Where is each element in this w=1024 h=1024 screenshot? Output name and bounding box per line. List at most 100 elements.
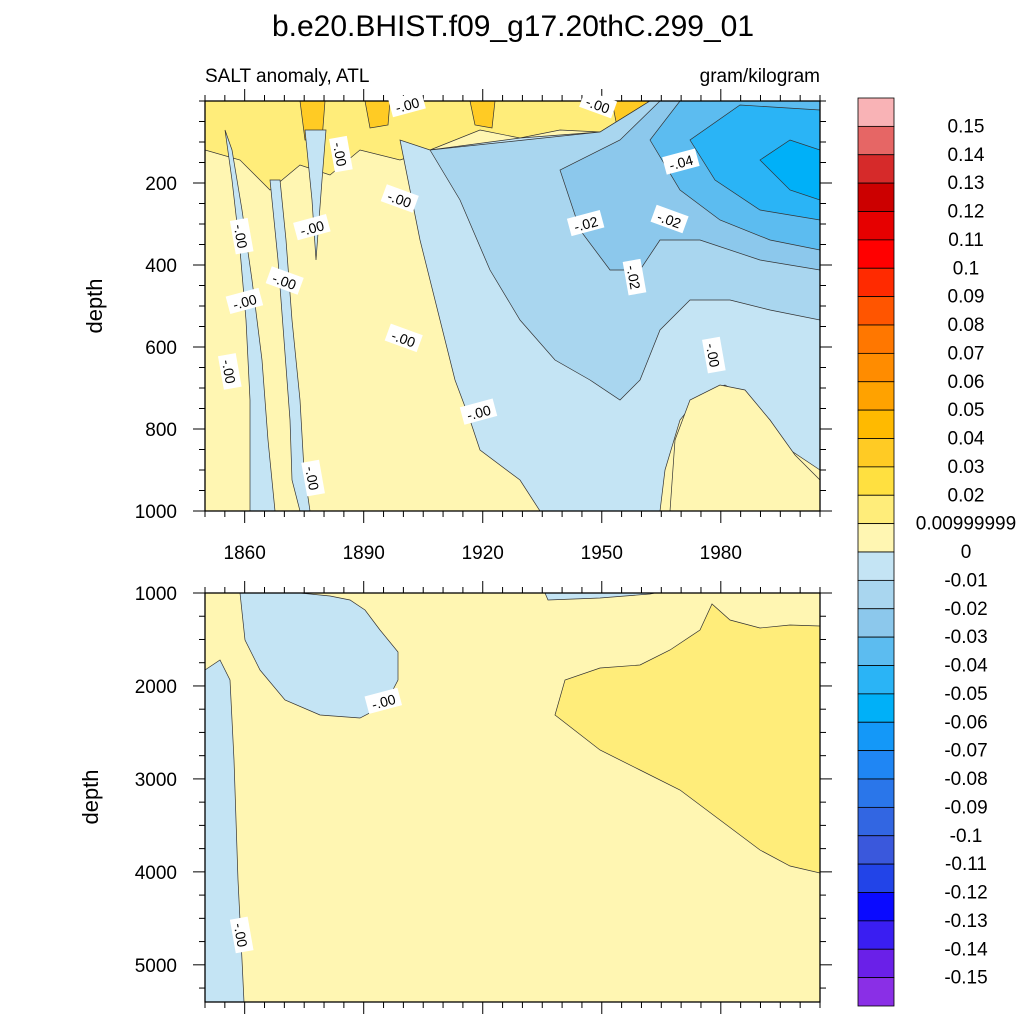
svg-text:-.00: -.00 bbox=[389, 327, 417, 350]
upper-positive-deep-right bbox=[669, 384, 820, 511]
colorbar-swatch bbox=[857, 409, 895, 439]
lower-panel: 1000 2000 3000 4000 5000 -.00 -.00 depth bbox=[78, 581, 832, 1014]
svg-text:-.02: -.02 bbox=[572, 213, 600, 235]
lower-plot-frame bbox=[204, 592, 821, 1003]
colorbar-swatch bbox=[857, 806, 895, 837]
lower-negative-top-sliver bbox=[544, 593, 656, 601]
upper-surface-hot-patch-4 bbox=[469, 101, 496, 129]
upper-y-tick-label: 400 bbox=[145, 256, 177, 277]
colorbar: 0.15 0.14 0.13 0.12 0.11 0.1 0.09 0.08 0.07 0.06 0… bbox=[857, 97, 1016, 1007]
lower-y-tick-label: 1000 bbox=[135, 584, 177, 605]
lower-y-tick-label: 5000 bbox=[135, 956, 177, 977]
colorbar-swatch bbox=[857, 892, 895, 922]
colorbar-swatch bbox=[857, 721, 895, 752]
colorbar-swatch bbox=[857, 778, 895, 808]
upper-x-tick-label: 1860 bbox=[224, 543, 266, 564]
colorbar-swatch bbox=[857, 551, 895, 581]
colorbar-swatch bbox=[857, 182, 895, 212]
upper-contour-label: -.02 bbox=[622, 258, 647, 296]
colorbar-label: -0.1 bbox=[950, 826, 983, 847]
colorbar-swatch bbox=[857, 438, 895, 468]
colorbar-swatch bbox=[857, 665, 895, 695]
colorbar-label: -0.14 bbox=[944, 939, 988, 960]
upper-contour-label: -.04 bbox=[662, 148, 700, 175]
svg-text:-.00: -.00 bbox=[330, 141, 350, 168]
upper-contour-label: -.02 bbox=[650, 204, 689, 234]
colorbar-label: -0.11 bbox=[945, 854, 987, 875]
colorbar-label: 0.03 bbox=[948, 457, 985, 478]
lower-y-tick-label: 3000 bbox=[135, 770, 177, 791]
upper-y-tick-label: 1000 bbox=[135, 502, 177, 523]
svg-text:-.02: -.02 bbox=[655, 208, 683, 231]
svg-text:-.00: -.00 bbox=[584, 93, 612, 116]
svg-text:-.00: -.00 bbox=[298, 217, 326, 239]
colorbar-swatch bbox=[857, 750, 895, 780]
colorbar-swatch bbox=[857, 608, 895, 638]
upper-axis-ticks: 1860 1890 1920 1950 1980 200 400 600 800 1000 bbox=[135, 89, 832, 564]
units-label: gram/kilogram bbox=[700, 66, 820, 87]
upper-contour-label: -.00 bbox=[329, 135, 353, 173]
svg-text:-.00: -.00 bbox=[465, 402, 493, 424]
upper-contour-label: -.00 bbox=[229, 217, 254, 255]
colorbar-swatch bbox=[857, 948, 895, 979]
upper-contour-label: -.00 bbox=[459, 398, 498, 425]
upper-surface-hot-patch-2 bbox=[364, 101, 391, 129]
lower-y-axis-label: depth bbox=[78, 769, 103, 824]
colorbar-label: 0.04 bbox=[948, 429, 985, 450]
colorbar-label: 0.08 bbox=[948, 315, 985, 336]
upper-contour-label: -.00 bbox=[301, 459, 325, 497]
colorbar-label: -0.02 bbox=[944, 599, 987, 620]
upper-x-tick-label: 1890 bbox=[343, 543, 385, 564]
colorbar-swatch bbox=[857, 324, 895, 354]
upper-contour-label: -.00 bbox=[384, 323, 423, 353]
upper-y-tick-label: 600 bbox=[145, 338, 177, 359]
colorbar-label: 0.05 bbox=[948, 400, 985, 421]
colorbar-label: -0.01 bbox=[944, 570, 987, 591]
colorbar-label: 0.1 bbox=[953, 258, 979, 279]
colorbar-swatch bbox=[857, 579, 895, 610]
svg-text:-.02: -.02 bbox=[624, 264, 644, 291]
lower-contour-labels: -.00 -.00 bbox=[229, 687, 403, 954]
svg-text:-.00: -.00 bbox=[385, 188, 413, 211]
colorbar-label: 0.15 bbox=[948, 116, 985, 137]
svg-text:-.00: -.00 bbox=[270, 270, 298, 293]
svg-text:-.00: -.00 bbox=[231, 291, 259, 313]
colorbar-label: -0.03 bbox=[944, 627, 987, 648]
colorbar-swatch bbox=[857, 154, 895, 184]
upper-contour-labels: -.00 -.00 -.00 -.00 -.00 -.00 -.00 -.00 -.00 -.00… bbox=[217, 89, 726, 497]
colorbar-label: 0.07 bbox=[948, 343, 985, 364]
colorbar-label: -0.04 bbox=[944, 656, 988, 677]
lower-y-tick-label: 4000 bbox=[135, 863, 177, 884]
svg-text:-.04: -.04 bbox=[667, 152, 695, 174]
colorbar-swatch bbox=[857, 977, 895, 1007]
svg-text:-.00: -.00 bbox=[231, 922, 251, 949]
upper-contour-label: -.00 bbox=[380, 184, 419, 213]
colorbar-swatch bbox=[857, 636, 895, 666]
colorbar-label: 0.02 bbox=[948, 485, 985, 506]
colorbar-label: -0.06 bbox=[944, 712, 987, 733]
colorbar-label: 0.06 bbox=[948, 372, 985, 393]
lower-contour-label: -.00 bbox=[364, 687, 403, 714]
upper-contour-label: -.00 bbox=[225, 287, 264, 315]
colorbar-label: 0.12 bbox=[948, 202, 985, 223]
colorbar-swatch bbox=[857, 466, 895, 496]
colorbar-label: -0.09 bbox=[944, 797, 987, 818]
colorbar-label: 0.00999999 bbox=[916, 514, 1016, 535]
colorbar-swatch bbox=[857, 494, 895, 525]
upper-panel: 1860 1890 1920 1950 1980 200 400 600 800 1000 -.0… bbox=[82, 89, 832, 564]
colorbar-swatch bbox=[857, 352, 895, 383]
upper-y-tick-label: 800 bbox=[145, 420, 177, 441]
upper-contour-label: -.00 bbox=[217, 353, 242, 390]
upper-x-tick-label: 1950 bbox=[581, 543, 623, 564]
colorbar-swatch bbox=[857, 863, 895, 893]
colorbar-label: 0.13 bbox=[948, 173, 985, 194]
lower-contour-label: -.00 bbox=[229, 916, 254, 954]
upper-x-tick-label: 1980 bbox=[700, 543, 742, 564]
upper-y-tick-label: 200 bbox=[145, 174, 177, 195]
colorbar-swatch bbox=[857, 296, 895, 326]
svg-text:-.00: -.00 bbox=[394, 94, 422, 116]
svg-text:-.00: -.00 bbox=[231, 223, 251, 250]
colorbar-swatch bbox=[857, 835, 895, 865]
upper-contour-label: -.02 bbox=[566, 209, 605, 237]
upper-region-minus-0.06 bbox=[759, 139, 820, 201]
